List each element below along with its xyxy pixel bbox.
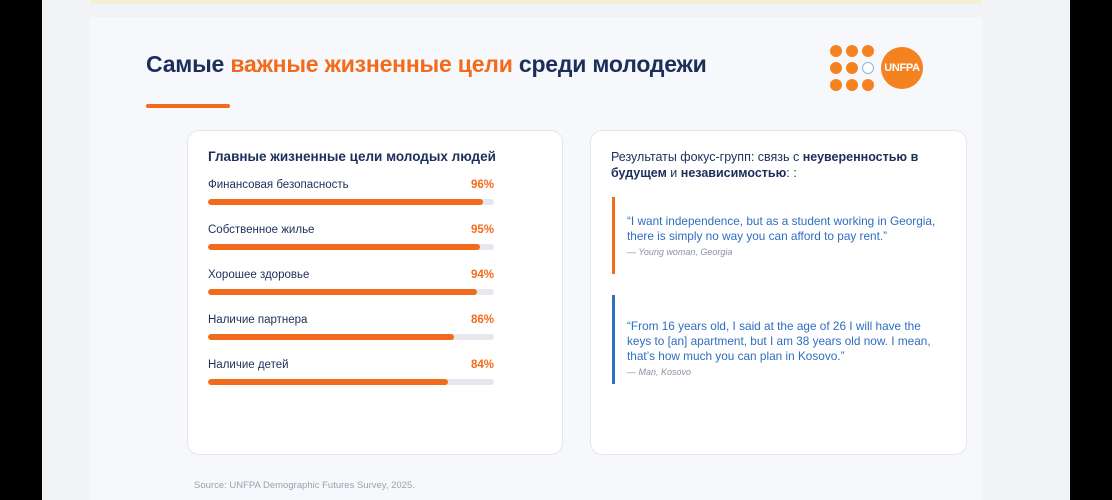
goal-value: 86% <box>470 314 494 326</box>
title-accent: важные жизненные цели <box>230 51 513 77</box>
logo-dot <box>846 62 858 74</box>
goal-bar-track <box>208 199 494 205</box>
title-part-2: среди молодежи <box>518 51 707 77</box>
goal-label: Хорошее здоровье <box>208 269 310 281</box>
goal-bar-item: Хорошее здоровье 94% <box>208 269 494 305</box>
slide: Самые важные жизненные цели среди молоде… <box>90 17 982 500</box>
goal-label: Финансовая безопасность <box>208 179 349 191</box>
title-part-1: Самые <box>146 51 225 77</box>
logo-dot <box>862 45 874 57</box>
top-strip <box>90 0 982 4</box>
goal-bar-fill <box>208 199 483 205</box>
focus-group-heading: Результаты фокус-групп: связь с неуверен… <box>611 149 956 181</box>
quote-block: “From 16 years old, I said at the age of… <box>612 295 942 384</box>
goal-label: Наличие партнера <box>208 314 308 326</box>
quote-text: “I want independence, but as a student w… <box>627 214 936 243</box>
logo-circle: UNFPA <box>881 47 923 89</box>
logo-dot <box>846 45 858 57</box>
focus-heading-text: Результаты фокус-групп: связь с <box>611 150 803 164</box>
goal-bar-item: Наличие детей 84% <box>208 359 494 395</box>
quote-block: “I want independence, but as a student w… <box>612 197 942 274</box>
goal-bar-fill <box>208 379 449 385</box>
focus-heading-text: и <box>666 166 681 180</box>
logo-dot <box>830 79 842 91</box>
source-note: Source: UNFPA Demographic Futures Survey… <box>194 480 415 491</box>
logo-dot <box>846 79 858 91</box>
quote-author: — Young woman, Georgia <box>627 247 733 257</box>
goal-bar-fill <box>208 289 477 295</box>
goal-bar-item: Собственное жилье 95% <box>208 224 494 260</box>
goal-bar-item: Наличие партнера 86% <box>208 314 494 350</box>
goals-card: Главные жизненные цели молодых людей Фин… <box>187 130 563 455</box>
focus-heading-text: : : <box>786 166 797 180</box>
quote-text: “From 16 years old, I said at the age of… <box>627 319 931 363</box>
title-underline <box>146 104 230 108</box>
unfpa-logo: UNFPA <box>830 45 925 91</box>
goal-label: Собственное жилье <box>208 224 315 236</box>
logo-dot <box>830 45 842 57</box>
logo-dot <box>830 62 842 74</box>
focus-heading-bold-1: неуверенностью в будущем <box>611 150 919 180</box>
goal-bar-track <box>208 289 494 295</box>
un-emblem-icon <box>862 62 874 74</box>
goal-bar-track <box>208 379 494 385</box>
quote-author: — Man, Kosovo <box>627 367 692 377</box>
goal-bar-fill <box>208 244 480 250</box>
logo-dots <box>830 45 876 91</box>
goal-value: 94% <box>470 269 494 281</box>
logo-dot <box>862 79 874 91</box>
goal-value: 84% <box>470 359 494 371</box>
goal-value: 96% <box>470 179 494 191</box>
focus-group-card: Результаты фокус-групп: связь с неуверен… <box>590 130 967 455</box>
goal-bar-item: Финансовая безопасность 96% <box>208 179 494 215</box>
page-title: Самые важные жизненные цели среди молоде… <box>146 51 707 78</box>
focus-heading-bold-2: независимостью <box>680 166 787 180</box>
goal-label: Наличие детей <box>208 359 289 371</box>
goal-bar-fill <box>208 334 454 340</box>
goal-bar-track <box>208 244 494 250</box>
goals-card-heading: Главные жизненные цели молодых людей <box>208 149 496 164</box>
goal-value: 95% <box>470 224 494 236</box>
goal-bar-track <box>208 334 494 340</box>
